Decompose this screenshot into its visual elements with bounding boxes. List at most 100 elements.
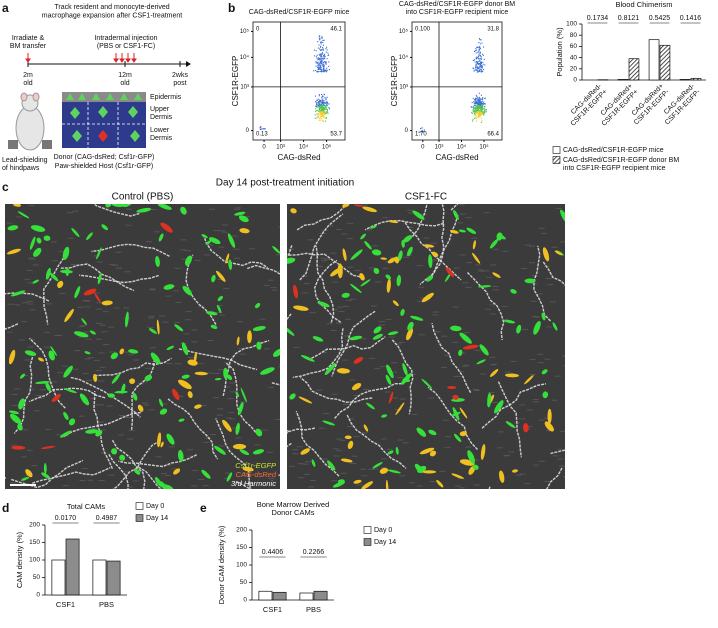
legend-swatch: [552, 156, 561, 164]
texture: [112, 264, 119, 266]
texture: [554, 375, 561, 377]
flow-event: [321, 37, 323, 39]
flow-event: [479, 48, 481, 50]
cell: [172, 388, 180, 400]
cell: [293, 305, 309, 311]
texture: [78, 415, 85, 417]
texture: [540, 232, 547, 234]
flow-event: [477, 57, 479, 59]
panel-letter: c: [2, 180, 9, 194]
vessel: [108, 453, 129, 489]
texture: [496, 447, 503, 449]
texture: [187, 455, 194, 457]
vessel: [63, 411, 141, 438]
bar: [65, 538, 80, 596]
flow-event: [318, 71, 320, 73]
chart-title: Total CAMs: [67, 502, 106, 511]
flow-event: [477, 102, 479, 104]
flow-event: [483, 114, 485, 116]
flow-event: [479, 55, 481, 57]
vessel: [299, 213, 344, 281]
texture: [218, 445, 225, 447]
texture: [94, 359, 101, 361]
flow-event: [479, 51, 481, 53]
flow-event: [320, 111, 322, 113]
flow-event: [319, 119, 321, 121]
texture: [217, 278, 224, 280]
flow-event: [482, 108, 484, 110]
schematic-title: macrophage expansion after CSF1-treatmen…: [42, 12, 183, 19]
texture: [96, 302, 103, 304]
vessel: [467, 272, 505, 341]
flow-event: [474, 111, 476, 113]
cell: [89, 330, 96, 335]
bar: [690, 77, 702, 81]
texture: [472, 459, 479, 461]
step-label: Irradiate &: [12, 35, 45, 42]
flow-event: [320, 61, 322, 63]
flow-title: CAG-dsRed/CSF1R-EGFP mice: [249, 9, 350, 16]
texture: [562, 365, 565, 367]
texture: [336, 306, 343, 308]
flow-event: [317, 115, 319, 117]
flow-event: [481, 70, 483, 72]
flow-event: [473, 117, 475, 119]
texture: [13, 304, 20, 306]
flow-event: [323, 101, 325, 103]
cell: [544, 421, 554, 432]
texture: [192, 470, 199, 472]
flow-event: [318, 109, 320, 111]
texture: [78, 336, 85, 338]
legend-swatch: [135, 514, 144, 522]
flow-event: [322, 115, 324, 117]
cell: [324, 362, 336, 376]
cell: [227, 233, 236, 248]
flow-event: [471, 102, 473, 104]
texture: [490, 264, 497, 266]
flow-event: [478, 111, 480, 113]
flow-event: [419, 131, 421, 133]
flow-event: [478, 104, 480, 106]
texture: [297, 463, 304, 465]
flow-event: [321, 108, 323, 110]
flow-event: [474, 61, 476, 63]
texture: [302, 463, 309, 465]
flow-event: [321, 36, 323, 38]
texture: [454, 485, 461, 487]
texture: [143, 404, 150, 406]
flow-event: [319, 99, 321, 101]
flow-event: [319, 100, 321, 102]
texture: [206, 244, 213, 246]
flow-event: [318, 68, 320, 70]
cell: [29, 236, 36, 250]
p-value: 0.1734: [587, 15, 609, 22]
texture: [409, 373, 416, 375]
cell: [387, 331, 399, 336]
vessel: [429, 204, 445, 280]
chart-title: Donor CAMs: [272, 508, 315, 517]
flow-event: [321, 109, 323, 111]
flow-event: [320, 53, 322, 55]
cell: [174, 324, 184, 332]
y-tick-label: 100: [236, 562, 247, 569]
vessel: [235, 480, 252, 489]
flow-event: [325, 61, 327, 63]
cell: [163, 484, 174, 489]
cell: [201, 234, 208, 239]
texture: [278, 226, 280, 228]
flow-event: [323, 55, 325, 57]
flow-event: [482, 63, 484, 65]
flow-event: [478, 50, 480, 52]
flow-event: [317, 65, 319, 67]
cell: [372, 333, 383, 340]
texture: [27, 303, 34, 305]
flow-event: [477, 100, 479, 102]
flow-event: [476, 107, 478, 109]
cell: [240, 387, 247, 403]
cell: [133, 468, 141, 475]
x-tick-label: CSF1: [56, 600, 75, 609]
flow-event: [481, 120, 483, 122]
flow-event: [323, 44, 325, 46]
flow-event: [316, 57, 318, 59]
